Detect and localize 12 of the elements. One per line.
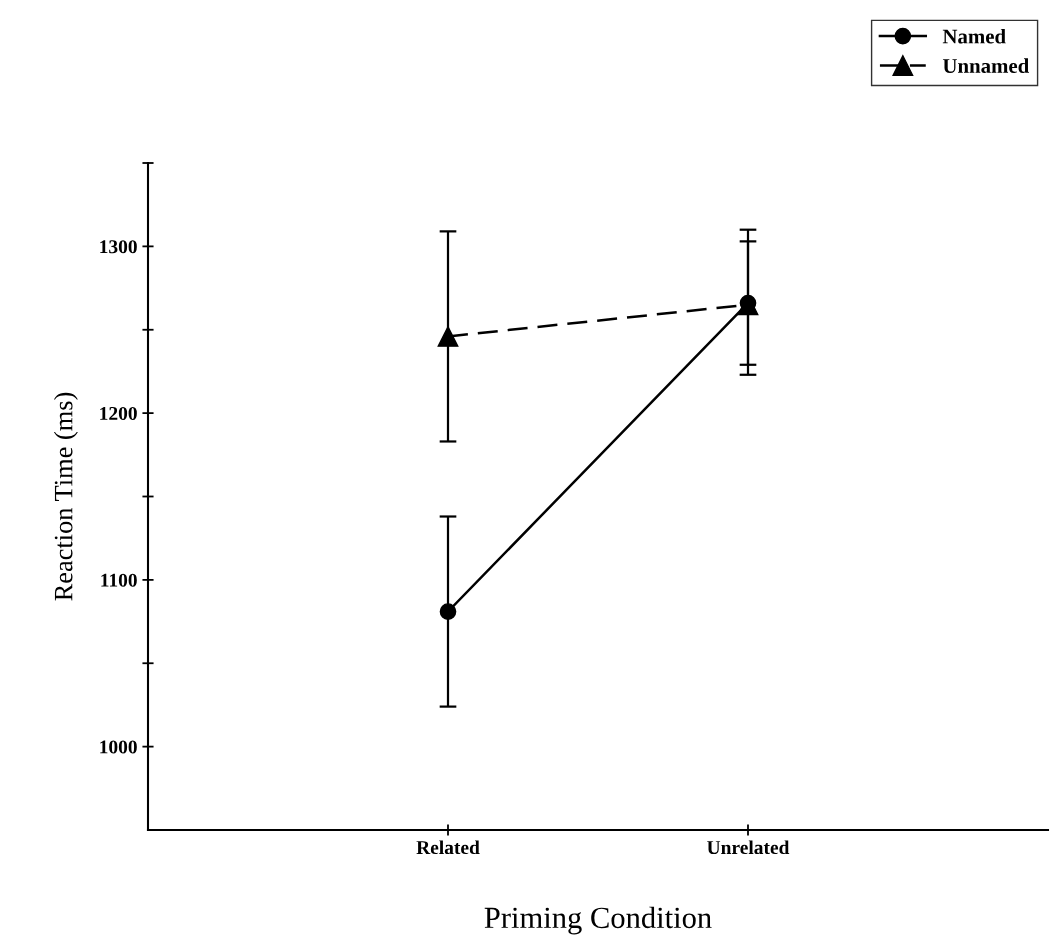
x-axis-title: Priming Condition [484, 906, 712, 935]
point [439, 603, 457, 620]
y-tick-label: 1200 [100, 406, 137, 421]
x-tick-label: Unrelated [707, 840, 790, 855]
y-axis-title: Reaction Time (ms) [53, 392, 78, 601]
y-tick-label: 1300 [100, 240, 137, 254]
x-tick-label: Related [416, 840, 480, 855]
legend-label: Named [942, 28, 1006, 44]
y-tick-label: 1000 [100, 740, 137, 754]
legend-label: Unnamed [942, 58, 1030, 73]
point [437, 326, 459, 347]
y-tick-label: 1100 [101, 573, 137, 587]
